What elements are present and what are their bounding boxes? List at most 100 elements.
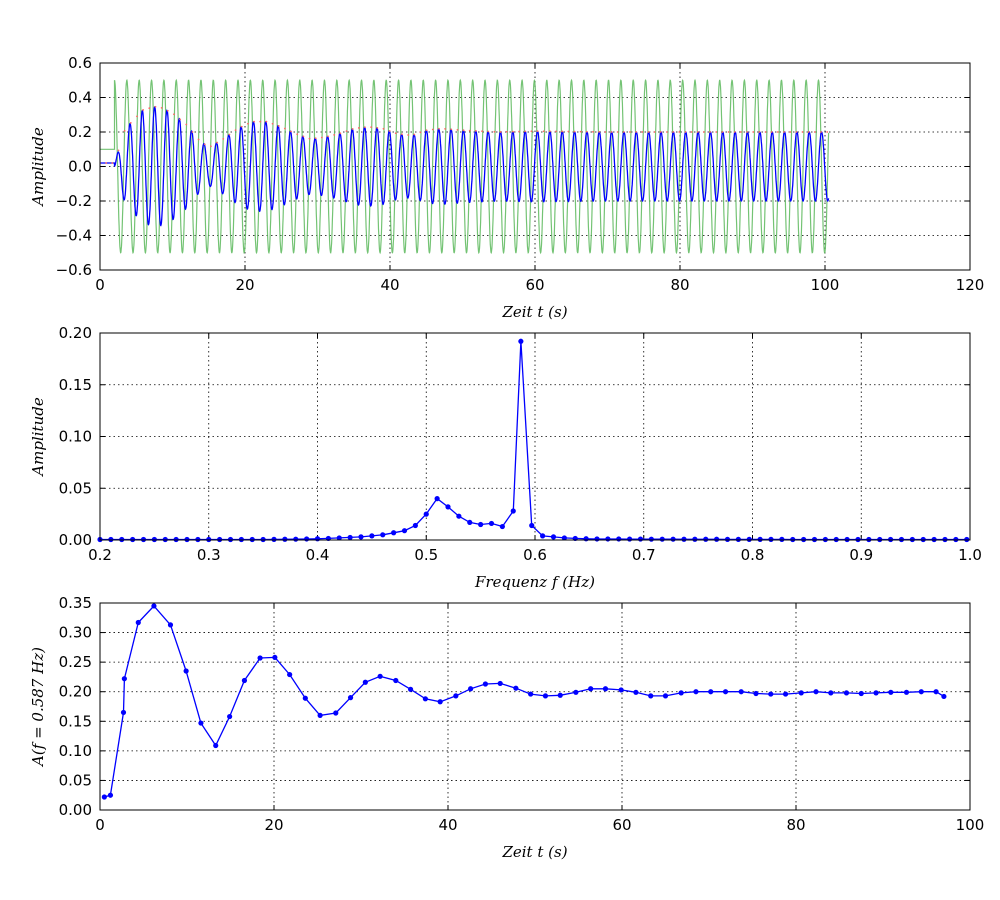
envelope-marker: [136, 115, 138, 118]
data-point: [282, 536, 288, 542]
data-point: [964, 536, 970, 543]
data-point: [678, 690, 684, 696]
x-tick-label: 100: [811, 276, 840, 294]
data-point: [540, 533, 546, 539]
data-point: [798, 690, 804, 696]
data-point: [213, 742, 219, 749]
y-tick-label: 0.20: [59, 683, 92, 701]
y-tick-label: −0.4: [56, 227, 92, 245]
x-tick-label: 20: [264, 816, 283, 834]
data-point: [241, 677, 248, 684]
envelope-marker: [696, 131, 699, 133]
data-point: [858, 690, 864, 697]
x-axis-label: Frequenz f (Hz): [474, 573, 595, 591]
envelope-marker: [653, 131, 656, 133]
y-tick-label: 0.05: [59, 771, 92, 789]
data-point: [583, 536, 589, 542]
envelope-marker: [333, 134, 336, 136]
data-point: [753, 690, 759, 697]
data-point: [594, 536, 600, 542]
data-point: [724, 536, 731, 542]
envelope-marker: [210, 145, 212, 148]
envelope-marker: [493, 130, 496, 133]
data-point: [119, 536, 125, 543]
data-point: [120, 709, 127, 716]
data-point: [336, 535, 342, 541]
data-point: [423, 511, 429, 517]
data-point: [605, 536, 611, 542]
x-tick-label: 0: [95, 276, 105, 294]
envelope-marker: [265, 120, 268, 123]
envelope-marker: [370, 126, 373, 129]
envelope-marker: [407, 134, 410, 136]
data-point: [513, 685, 519, 691]
envelope-marker: [339, 132, 342, 135]
envelope-marker: [419, 131, 422, 134]
data-point: [627, 536, 633, 542]
envelope-marker: [166, 109, 169, 112]
envelope-marker: [320, 136, 323, 139]
amplitude-at-frequency-axes: 0 20 40 60 80 100 0.35 0.30 0.25 0.20 0.15 0.10 0.05…: [29, 594, 984, 861]
envelope-marker: [801, 131, 804, 133]
series-markers: [101, 603, 947, 800]
envelope-marker: [462, 129, 465, 132]
envelope-marker: [783, 131, 785, 133]
data-point: [637, 536, 644, 542]
x-tick-label: 40: [380, 276, 399, 294]
data-point: [437, 699, 443, 705]
x-tick-label: 80: [786, 816, 805, 834]
data-point: [877, 536, 883, 543]
envelope-marker: [690, 131, 693, 133]
data-point: [648, 693, 654, 699]
envelope-marker: [302, 135, 305, 138]
envelope-marker: [567, 130, 570, 133]
y-tick-label: 0.15: [59, 376, 92, 394]
data-point: [453, 693, 459, 699]
data-point: [482, 681, 489, 687]
y-tick-label: 0.6: [68, 54, 92, 72]
data-point: [844, 536, 850, 543]
envelope-marker: [703, 131, 705, 133]
envelope-marker: [592, 130, 594, 133]
data-point: [293, 536, 299, 542]
data-point: [162, 536, 168, 543]
y-tick-label: 0.10: [59, 428, 92, 446]
envelope-marker: [111, 162, 114, 164]
data-point: [602, 686, 609, 692]
data-point: [843, 690, 850, 696]
data-point: [757, 536, 763, 542]
data-point: [272, 654, 278, 661]
data-point: [855, 536, 861, 543]
envelope-marker: [672, 131, 675, 133]
y-tick-label: −0.2: [56, 192, 92, 210]
x-tick-label: 60: [612, 816, 631, 834]
data-point: [542, 693, 549, 699]
data-point: [260, 536, 266, 543]
envelope-marker: [752, 131, 755, 133]
data-point: [528, 691, 534, 697]
data-point: [317, 712, 323, 718]
y-axis-label: Amplitude: [29, 397, 47, 478]
data-point: [768, 536, 774, 542]
data-point: [703, 536, 709, 542]
data-point: [488, 520, 495, 527]
data-point: [953, 536, 959, 543]
data-point: [135, 619, 141, 626]
series-line: [104, 605, 945, 798]
data-point: [257, 655, 263, 661]
envelope-marker: [185, 123, 188, 126]
y-tick-label: 0.15: [59, 712, 92, 730]
envelope-marker: [456, 128, 459, 131]
envelope-marker: [234, 129, 237, 132]
spectrum-axes: 0.2 0.3 0.4 0.5 0.6 0.7 0.8 0.9 1.0 0.20 0.15 0.10 0…: [29, 324, 982, 591]
data-point: [722, 689, 729, 695]
data-point: [184, 536, 190, 543]
data-point: [499, 523, 505, 530]
envelope-marker: [431, 128, 434, 131]
data-point: [467, 519, 473, 526]
envelope-marker: [715, 131, 718, 133]
envelope-marker: [487, 130, 490, 133]
envelope-marker: [579, 130, 582, 133]
data-point: [369, 533, 375, 539]
data-point: [738, 689, 744, 695]
